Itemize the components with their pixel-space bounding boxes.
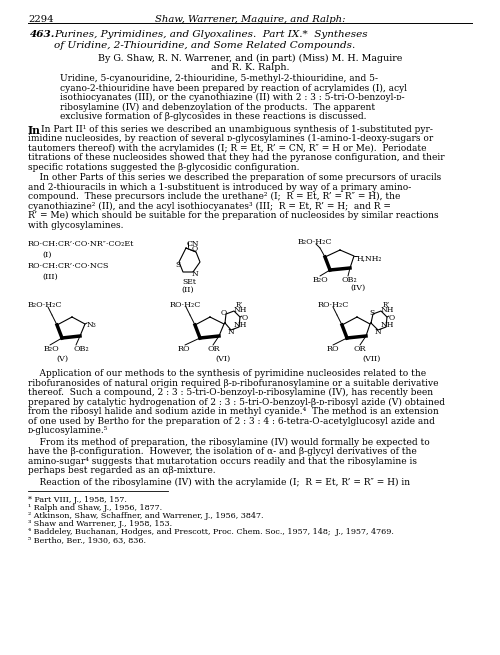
Text: and R. K. Ralph.: and R. K. Ralph. [211, 63, 289, 72]
Text: (VII): (VII) [362, 355, 380, 363]
Text: B₂O: B₂O [313, 276, 329, 284]
Text: B₂O·H₂C: B₂O·H₂C [298, 238, 332, 246]
Text: RO·H₂C: RO·H₂C [170, 301, 202, 309]
Text: R’ = Me) which should be suitable for the preparation of nucleosides by similar : R’ = Me) which should be suitable for th… [28, 211, 438, 220]
Text: H,NH₂: H,NH₂ [357, 254, 382, 262]
Text: OB₂: OB₂ [342, 276, 358, 284]
Text: (I): (I) [42, 251, 51, 259]
Text: prepared by catalytic hydrogenation of 2 : 3 : 5-tri-O-benzoyl-β-ᴅ-ribosyl azide: prepared by catalytic hydrogenation of 2… [28, 398, 445, 407]
Text: In: In [28, 124, 41, 136]
Text: Uridine, 5-cyanouridine, 2-thiouridine, 5-methyl-2-thiouridine, and 5-: Uridine, 5-cyanouridine, 2-thiouridine, … [60, 74, 378, 83]
Text: ³ Shaw and Warrener, J., 1958, 153.: ³ Shaw and Warrener, J., 1958, 153. [28, 520, 172, 528]
Text: RO: RO [327, 345, 340, 353]
Text: (III): (III) [42, 273, 58, 281]
Text: ribofuranosides of natural origin required β-ᴅ-ribofuranosylamine or a suitable : ribofuranosides of natural origin requir… [28, 379, 438, 388]
Text: O: O [242, 314, 248, 322]
Text: S: S [175, 261, 180, 269]
Text: (IV): (IV) [350, 284, 365, 292]
Text: from the ribosyl halide and sodium azide in methyl cyanide.⁴  The method is an e: from the ribosyl halide and sodium azide… [28, 407, 439, 416]
Text: N: N [192, 270, 199, 278]
Text: Application of our methods to the synthesis of pyrimidine nucleosides related to: Application of our methods to the synthe… [28, 369, 426, 378]
Text: RO·CH:CR’·CO·NCS: RO·CH:CR’·CO·NCS [28, 262, 110, 270]
Text: N: N [228, 328, 235, 336]
Text: of Uridine, 2-Thiouridine, and Some Related Compounds.: of Uridine, 2-Thiouridine, and Some Rela… [54, 41, 355, 50]
Text: NH: NH [234, 321, 247, 329]
Text: In other Parts of this series we described the preparation of some precursors of: In other Parts of this series we describ… [28, 173, 442, 182]
Text: From its method of preparation, the ribosylamine (IV) would formally be expected: From its method of preparation, the ribo… [28, 438, 430, 447]
Text: O: O [192, 245, 198, 253]
Text: cyano-2-thiouridine have been prepared by reaction of acrylamides (I), acyl: cyano-2-thiouridine have been prepared b… [60, 83, 407, 92]
Text: ⁵ Bertho, Ber., 1930, 63, 836.: ⁵ Bertho, Ber., 1930, 63, 836. [28, 536, 146, 544]
Text: ¹ Ralph and Shaw, J., 1956, 1877.: ¹ Ralph and Shaw, J., 1956, 1877. [28, 504, 162, 512]
Text: R’: R’ [236, 301, 243, 309]
Text: RO: RO [178, 345, 190, 353]
Text: NH: NH [381, 321, 394, 329]
Text: RO·CH:CR’·CO·NR″·CO₂Et: RO·CH:CR’·CO·NR″·CO₂Et [28, 240, 134, 248]
Text: CN: CN [187, 240, 200, 248]
Text: have the β-configuration.  However, the isolation of α- and β-glycyl derivatives: have the β-configuration. However, the i… [28, 447, 417, 456]
Text: * Part VIII, J., 1958, 157.: * Part VIII, J., 1958, 157. [28, 496, 127, 504]
Text: R’: R’ [383, 301, 390, 309]
Text: compound.  These precursors include the urethane² (I;  R = Et, R’ = R″ = H), the: compound. These precursors include the u… [28, 192, 400, 201]
Text: (V): (V) [56, 355, 68, 363]
Text: Reaction of the ribosylamine (IV) with the acrylamide (I;  R = Et, R’ = R″ = H) : Reaction of the ribosylamine (IV) with t… [28, 477, 410, 487]
Text: N: N [375, 328, 382, 336]
Text: By G. Shaw, R. N. Warrener, and (in part) (Miss) M. H. Maguire: By G. Shaw, R. N. Warrener, and (in part… [98, 54, 402, 63]
Text: amino-sugar⁴ suggests that mutarotation occurs readily and that the ribosylamine: amino-sugar⁴ suggests that mutarotation … [28, 457, 417, 466]
Text: ᴅ-glucosylamine.⁵: ᴅ-glucosylamine.⁵ [28, 426, 108, 435]
Text: 463.: 463. [30, 30, 56, 39]
Text: Purines, Pyrimidines, and Glyoxalines.  Part IX.*  Syntheses: Purines, Pyrimidines, and Glyoxalines. P… [54, 30, 368, 39]
Text: S: S [369, 309, 374, 317]
Text: B₂O·H₂C: B₂O·H₂C [28, 301, 62, 309]
Text: perhaps best regarded as an αβ-mixture.: perhaps best regarded as an αβ-mixture. [28, 466, 216, 475]
Text: (VI): (VI) [215, 355, 230, 363]
Text: tautomers thereof) with the acrylamides (I; R = Et, R’ = CN, R″ = H or Me).  Per: tautomers thereof) with the acrylamides … [28, 143, 426, 153]
Text: ⁴ Baddeley, Buchanan, Hodges, and Prescott, Proc. Chem. Soc., 1957, 148;  J., 19: ⁴ Baddeley, Buchanan, Hodges, and Presco… [28, 528, 394, 536]
Text: NH: NH [234, 306, 247, 314]
Text: RO·H₂C: RO·H₂C [318, 301, 350, 309]
Text: O: O [389, 314, 395, 322]
Text: specific rotations suggested the β-glycosidic configuration.: specific rotations suggested the β-glyco… [28, 162, 299, 172]
Text: and 2-thiouracils in which a 1-substituent is introduced by way of a primary ami: and 2-thiouracils in which a 1-substitue… [28, 183, 411, 191]
Text: titrations of these nucleosides showed that they had the pyranose configuration,: titrations of these nucleosides showed t… [28, 153, 444, 162]
Text: In Part II¹ of this series we described an unambiguous synthesis of 1-substitute: In Part II¹ of this series we described … [41, 124, 433, 134]
Text: of one used by Bertho for the preparation of 2 : 3 : 4 : 6-tetra-O-acetylglucosy: of one used by Bertho for the preparatio… [28, 417, 435, 426]
Text: Shaw, Warrener, Maguire, and Ralph:: Shaw, Warrener, Maguire, and Ralph: [155, 15, 345, 24]
Text: OR: OR [207, 345, 220, 353]
Text: isothiocyanates (III), or the cyanothiazine (II) with 2 : 3 : 5-tri-O-benzoyl-ᴅ-: isothiocyanates (III), or the cyanothiaz… [60, 93, 404, 102]
Text: B₂O: B₂O [44, 345, 60, 353]
Text: (II): (II) [181, 286, 194, 294]
Text: imidine nucleosides, by reaction of several ᴅ-glycosylamines (1-amino-1-deoxy-su: imidine nucleosides, by reaction of seve… [28, 134, 433, 143]
Text: ribosylamine (IV) and debenzoylation of the products.  The apparent: ribosylamine (IV) and debenzoylation of … [60, 102, 375, 111]
Text: N₃: N₃ [87, 321, 97, 329]
Text: thereof.  Such a compound, 2 : 3 : 5-tri-O-benzoyl-ᴅ-ribosylamine (IV), has rece: thereof. Such a compound, 2 : 3 : 5-tri-… [28, 388, 433, 397]
Text: exclusive formation of β-glycosides in these reactions is discussed.: exclusive formation of β-glycosides in t… [60, 112, 366, 121]
Text: NH: NH [381, 306, 394, 314]
Text: cyanothiazine² (II), and the acyl isothiocyanates³ (III;  R = Et, R’ = H;  and R: cyanothiazine² (II), and the acyl isothi… [28, 202, 391, 211]
Text: ² Atkinson, Shaw, Schaffner, and Warrener, J., 1956, 3847.: ² Atkinson, Shaw, Schaffner, and Warrene… [28, 512, 264, 520]
Text: with glycosylamines.: with glycosylamines. [28, 221, 124, 229]
Text: O: O [221, 309, 227, 317]
Text: OB₂: OB₂ [74, 345, 90, 353]
Text: OR: OR [354, 345, 366, 353]
Text: 2294: 2294 [28, 15, 54, 24]
Text: SEt: SEt [182, 278, 196, 286]
